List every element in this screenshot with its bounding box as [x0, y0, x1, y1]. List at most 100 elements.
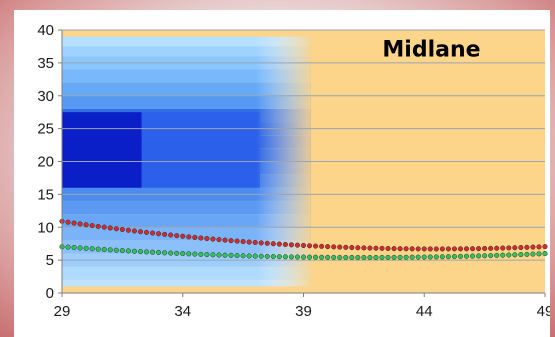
data-point [410, 247, 415, 252]
data-point [513, 245, 518, 250]
y-tick-label: 10 [37, 219, 54, 236]
data-point [90, 246, 95, 251]
data-point [259, 254, 264, 259]
data-point [416, 255, 421, 260]
data-point [452, 254, 457, 259]
data-point [193, 235, 198, 240]
data-point [458, 247, 463, 252]
data-point [120, 227, 125, 232]
data-point [120, 248, 125, 253]
chart-svg: 0 5 10 15 20 25 30 35 40 29 34 39 44 49 Midlane [14, 10, 550, 337]
data-point [428, 247, 433, 252]
data-point [174, 233, 179, 238]
data-point [452, 247, 457, 252]
data-point [446, 254, 451, 259]
data-point [223, 253, 228, 258]
data-point [428, 255, 433, 260]
data-point [168, 251, 173, 256]
data-point [494, 246, 499, 251]
data-point [108, 248, 113, 253]
data-point [368, 255, 373, 260]
data-point [84, 246, 89, 251]
data-point [241, 253, 246, 258]
data-point [543, 244, 548, 249]
data-point [235, 253, 240, 258]
data-point [380, 246, 385, 251]
data-point [96, 224, 101, 229]
data-point [132, 249, 137, 254]
data-point [337, 245, 342, 250]
data-point [500, 246, 505, 251]
data-point [325, 244, 330, 249]
data-point [217, 253, 222, 258]
data-point [464, 246, 469, 251]
x-tick-label: 49 [537, 303, 550, 320]
data-point [156, 231, 161, 236]
data-point [398, 255, 403, 260]
data-point [78, 222, 83, 227]
data-point [265, 241, 270, 246]
data-point [404, 246, 409, 251]
data-point [446, 247, 451, 252]
data-point [525, 252, 530, 257]
data-point [313, 255, 318, 260]
data-point [253, 240, 258, 245]
data-point [217, 237, 222, 242]
data-point [506, 253, 511, 258]
data-point [331, 255, 336, 260]
data-point [331, 245, 336, 250]
data-point [440, 247, 445, 252]
data-point [422, 255, 427, 260]
data-point [205, 236, 210, 241]
data-point [476, 246, 481, 251]
data-point [168, 233, 173, 238]
x-tick-label: 34 [174, 303, 191, 320]
data-point [289, 243, 294, 248]
data-point [259, 241, 264, 246]
data-point [307, 243, 312, 248]
data-point [531, 252, 536, 257]
data-point [488, 253, 493, 258]
data-point [525, 245, 530, 250]
data-point [368, 246, 373, 251]
y-tick-label: 30 [37, 88, 54, 105]
data-point [307, 255, 312, 260]
data-point [205, 252, 210, 257]
data-point [162, 232, 167, 237]
data-point [422, 247, 427, 252]
data-point [410, 255, 415, 260]
data-point [193, 252, 198, 257]
data-point [223, 238, 228, 243]
annotations: Midlane [382, 37, 480, 62]
data-point [301, 243, 306, 248]
data-point [295, 255, 300, 260]
data-point [277, 242, 282, 247]
data-point [114, 226, 119, 231]
data-point [350, 255, 355, 260]
data-point [319, 244, 324, 249]
data-point [470, 246, 475, 251]
data-point [180, 251, 185, 256]
data-point [102, 247, 107, 252]
data-point [102, 225, 107, 230]
y-tick-label: 20 [37, 154, 54, 171]
data-point [84, 222, 89, 227]
data-point [386, 255, 391, 260]
data-point [72, 245, 77, 250]
data-point [356, 245, 361, 250]
data-point [519, 245, 524, 250]
data-point [362, 246, 367, 251]
data-point [211, 237, 216, 242]
data-point [144, 230, 149, 235]
data-point [404, 255, 409, 260]
data-point [464, 254, 469, 259]
data-point [241, 239, 246, 244]
data-point [66, 220, 71, 225]
data-point [482, 246, 487, 251]
data-point [537, 245, 542, 250]
y-tick-label: 5 [46, 252, 54, 269]
data-point [156, 250, 161, 255]
x-tick-label: 44 [416, 303, 433, 320]
data-point [180, 234, 185, 239]
x-tick-label: 39 [295, 303, 312, 320]
